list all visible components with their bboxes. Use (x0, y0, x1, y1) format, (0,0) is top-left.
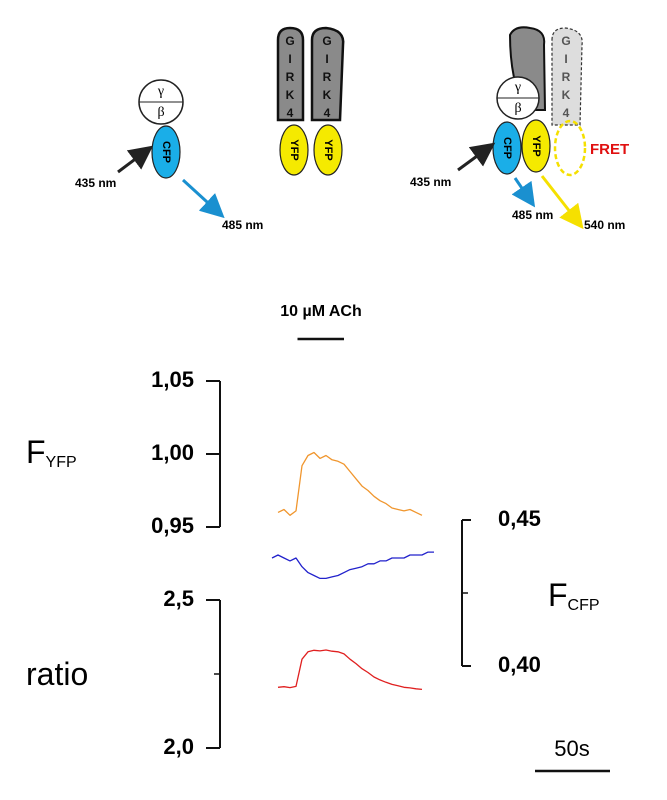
trace (277, 451, 423, 516)
girk4-dashed (551, 27, 583, 126)
wavelength: 435 nm (75, 176, 116, 190)
y-axis-label-sub: YFP (46, 454, 77, 471)
girk4 (310, 26, 345, 122)
girk4 (276, 26, 305, 122)
y-tick-label: 0,95 (151, 513, 194, 538)
cfp-label: CFP (501, 137, 513, 159)
girk-letter: 4 (287, 106, 294, 120)
y-axis-label-main: F (26, 434, 46, 470)
yfp-label: YFP (288, 139, 300, 160)
girk-letter: 4 (324, 106, 331, 120)
yfp-label: YFP (322, 139, 334, 160)
y-tick-label: 2,5 (163, 586, 194, 611)
girk-letter: 4 (563, 106, 570, 120)
arrow (457, 142, 496, 172)
girk-letter: R (286, 70, 295, 84)
yfp-label: YFP (530, 135, 542, 156)
trace (277, 649, 423, 691)
y-tick-label: 1,00 (151, 440, 194, 465)
y-axis-label-main: ratio (26, 656, 88, 692)
arrow (540, 175, 584, 230)
girk-letter: G (285, 34, 294, 48)
y-axis-label: FCFP (548, 577, 600, 614)
fret-label: FRET (590, 141, 629, 158)
wavelength: 435 nm (410, 175, 451, 189)
girk-letter: K (286, 88, 295, 102)
y-tick-label: 0,45 (498, 506, 541, 531)
arrow (117, 145, 154, 174)
girk-letter: I (564, 52, 567, 66)
wavelength: 485 nm (512, 208, 553, 222)
yfp-ellipse (521, 119, 551, 173)
g-beta-gamma: γ β (138, 79, 184, 125)
yfp-ellipse (313, 124, 343, 176)
wavelength: 540 nm (584, 218, 625, 232)
girk-letter: R (562, 70, 571, 84)
stimulus-label: 10 µM ACh (280, 303, 362, 320)
beta: β (514, 101, 521, 116)
yfp-ellipse (279, 124, 309, 176)
girk-letter: K (323, 88, 332, 102)
gamma: γ (157, 84, 164, 99)
girk-letter: R (323, 70, 332, 84)
yfp-dashed (553, 119, 587, 177)
y-axis-label-main: F (548, 577, 568, 613)
y-axis-label: FYFP (26, 434, 77, 471)
girk-letter: G (322, 34, 331, 48)
cfp-label: CFP (160, 141, 172, 163)
trace (271, 551, 434, 580)
arrow (511, 177, 536, 208)
girk-letter: I (288, 52, 291, 66)
girk-letter: G (561, 34, 570, 48)
y-axis-label-sub: CFP (568, 597, 600, 614)
wavelength: 485 nm (222, 218, 263, 232)
scale-bar-label: 50s (554, 736, 589, 761)
y-tick-label: 0,40 (498, 652, 541, 677)
arrow (181, 178, 225, 219)
girk-letter: K (562, 88, 571, 102)
beta: β (157, 105, 164, 120)
y-tick-label: 1,05 (151, 367, 194, 392)
y-axis-label: ratio (26, 656, 88, 692)
girk-letter: I (325, 52, 328, 66)
y-tick-label: 2,0 (163, 734, 194, 759)
gamma: γ (514, 80, 521, 95)
